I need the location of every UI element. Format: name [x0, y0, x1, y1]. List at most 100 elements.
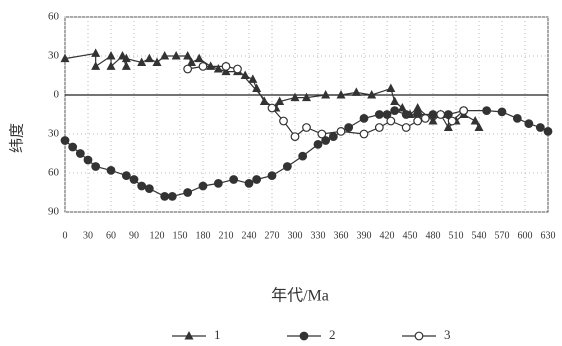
point [221, 62, 231, 71]
point [171, 51, 181, 60]
point [367, 90, 377, 99]
point [183, 51, 193, 60]
x-tick-label: 480 [426, 230, 441, 241]
point [129, 175, 139, 184]
point [213, 64, 223, 73]
point [302, 123, 311, 132]
point [121, 53, 131, 63]
x-tick-label: 270 [265, 230, 280, 241]
x-tick-label: 0 [63, 230, 68, 241]
x-tick-label: 630 [541, 230, 556, 241]
point [106, 165, 116, 175]
point [259, 96, 269, 105]
point [428, 116, 438, 125]
point [91, 48, 101, 57]
point [213, 178, 223, 188]
series-line [187, 65, 465, 138]
point [351, 87, 361, 96]
point [401, 123, 411, 132]
point [282, 162, 292, 171]
point [374, 110, 384, 119]
x-tick-label: 90 [129, 230, 139, 241]
y-tick-label: 60 [48, 167, 60, 179]
point [83, 155, 93, 165]
point [229, 175, 239, 184]
point [60, 136, 70, 145]
point [121, 61, 131, 70]
point [183, 188, 193, 197]
y-tick-label: 30 [48, 50, 60, 62]
x-tick-label: 180 [196, 230, 211, 241]
point [194, 53, 204, 63]
point [474, 122, 484, 131]
point [248, 74, 258, 83]
point [401, 110, 411, 119]
point [336, 126, 346, 136]
point [279, 116, 288, 126]
x-tick-label: 120 [150, 230, 165, 241]
x-tick-label: 450 [403, 230, 418, 241]
point [386, 116, 396, 126]
point [386, 83, 396, 92]
x-tick-label: 300 [288, 230, 303, 241]
point [390, 96, 400, 105]
point [183, 64, 193, 74]
point [290, 92, 300, 102]
legend-marker [299, 331, 309, 341]
x-tick-label: 210 [219, 230, 234, 241]
point [482, 106, 492, 115]
point [436, 110, 446, 119]
y-tick-label: 90 [48, 206, 60, 218]
point [443, 122, 453, 131]
point [233, 64, 242, 74]
x-tick-label: 510 [449, 230, 464, 241]
point [144, 184, 154, 194]
legend-label: 1 [214, 327, 221, 342]
point [459, 106, 469, 115]
point [152, 57, 162, 66]
y-tick-label: 30 [48, 128, 60, 140]
point [137, 57, 147, 66]
legend-marker [414, 331, 424, 341]
x-tick-label: 240 [242, 230, 257, 241]
x-axis-label: 年代/Ma [271, 287, 329, 305]
legend-label: 3 [444, 327, 451, 342]
point [252, 83, 262, 92]
x-tick-label: 540 [472, 230, 487, 241]
point [75, 149, 85, 158]
legend-label: 2 [329, 327, 336, 342]
point [240, 70, 250, 79]
point [413, 103, 423, 112]
point [198, 62, 208, 71]
point [68, 142, 78, 152]
x-tick-label: 390 [357, 230, 372, 241]
point [321, 136, 331, 145]
point [91, 61, 101, 70]
point [447, 116, 457, 126]
point [60, 53, 70, 63]
point [524, 119, 534, 128]
x-tick-label: 360 [334, 230, 349, 241]
point [275, 96, 285, 105]
x-tick-label: 600 [518, 230, 533, 241]
point [374, 123, 384, 132]
point [344, 123, 354, 132]
point [321, 90, 331, 99]
y-tick-label: 60 [48, 11, 60, 23]
point [267, 171, 277, 181]
x-tick-label: 330 [311, 230, 326, 241]
point [359, 113, 369, 123]
point [198, 181, 208, 191]
point [221, 66, 231, 76]
point [167, 191, 177, 201]
point [144, 53, 154, 63]
point [106, 61, 116, 70]
x-tick-label: 60 [106, 230, 116, 241]
x-tick-label: 30 [83, 230, 93, 241]
point [206, 61, 216, 70]
point [535, 123, 545, 132]
point [328, 132, 338, 142]
point [317, 129, 327, 139]
y-axis-label: 纬度 [8, 123, 25, 153]
